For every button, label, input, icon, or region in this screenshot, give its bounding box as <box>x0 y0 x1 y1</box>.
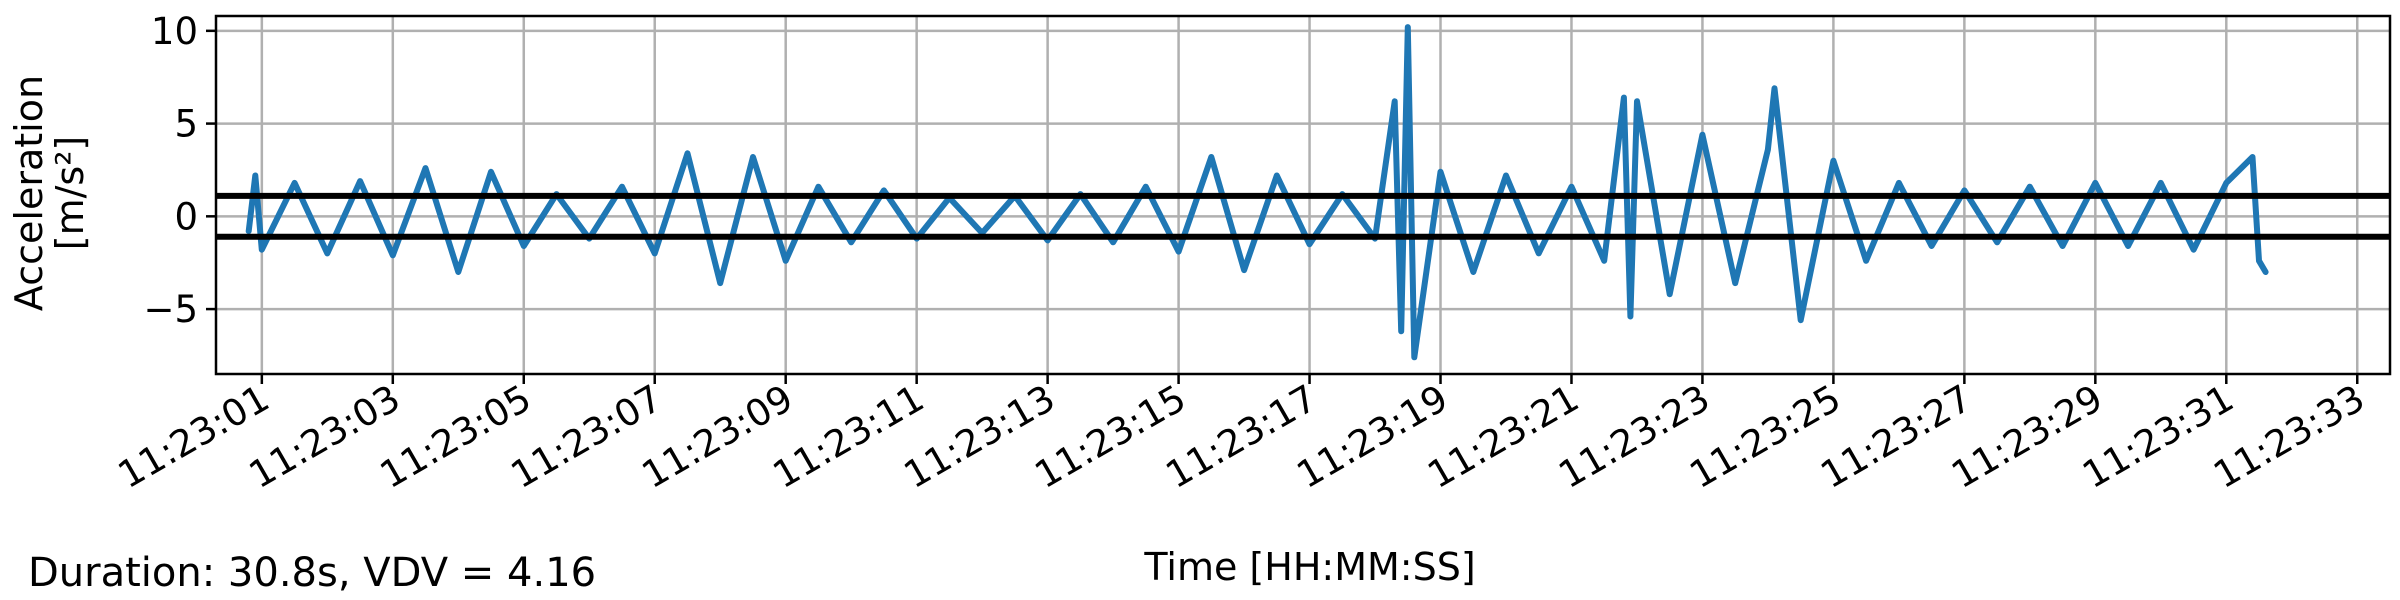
x-tick-label: 11:23:27 <box>1813 377 1978 497</box>
x-tick-label: 11:23:01 <box>111 377 276 497</box>
y-tick-label: 0 <box>174 195 198 238</box>
x-tick-label: 11:23:29 <box>1944 377 2109 497</box>
x-tick-label: 11:23:31 <box>2075 377 2240 497</box>
x-tick-label: 11:23:33 <box>2206 377 2371 497</box>
y-tick-label: 5 <box>174 103 198 146</box>
series-layer <box>245 24 2269 361</box>
x-axis-label: Time [HH:MM:SS] <box>1143 545 1475 589</box>
acceleration-series-line <box>245 24 2269 361</box>
x-tick-label: 11:23:23 <box>1552 377 1717 497</box>
x-tick-label: 11:23:11 <box>766 377 931 497</box>
x-tick-label: 11:23:09 <box>635 377 800 497</box>
x-tick-label: 11:23:05 <box>373 377 538 497</box>
x-axis-ticks: 11:23:0111:23:0311:23:0511:23:0711:23:09… <box>111 374 2372 497</box>
y-tick-label: 10 <box>151 10 198 53</box>
x-tick-label: 11:23:19 <box>1290 377 1455 497</box>
x-tick-label: 11:23:07 <box>504 377 669 497</box>
x-tick-label: 11:23:15 <box>1028 377 1193 497</box>
x-tick-label: 11:23:13 <box>897 377 1062 497</box>
x-tick-label: 11:23:25 <box>1682 377 1847 497</box>
y-tick-label: −5 <box>143 288 198 331</box>
x-tick-label: 11:23:03 <box>242 377 407 497</box>
y-axis-label: Acceleration <box>7 75 51 311</box>
y-axis-ticks: 10 5 0 −5 <box>143 10 216 331</box>
summary-annotation: Duration: 30.8s, VDV = 4.16 <box>28 550 597 596</box>
x-tick-label: 11:23:21 <box>1421 377 1586 497</box>
y-axis-units: [m/s²] <box>48 136 92 251</box>
x-tick-label: 11:23:17 <box>1159 377 1324 497</box>
plot-frame <box>214 14 2392 376</box>
reference-lines <box>216 192 2390 240</box>
